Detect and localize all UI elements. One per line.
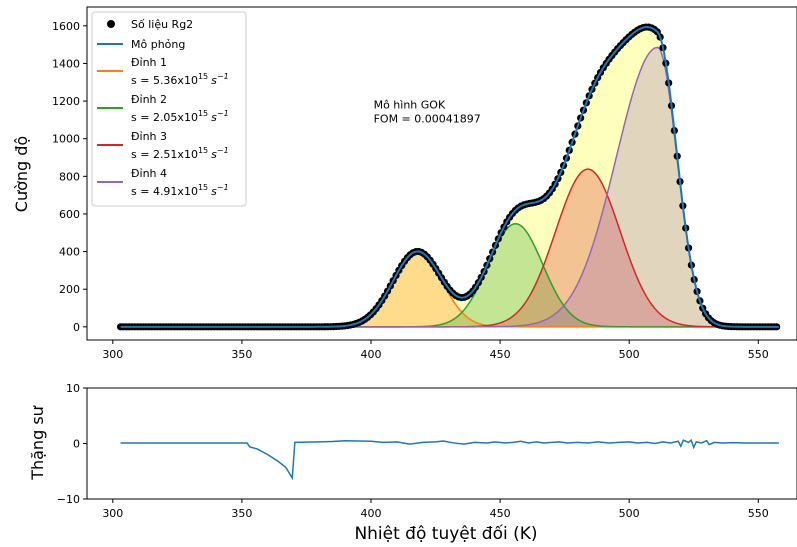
legend-marker-data [107,20,115,28]
legend-label-simulation: Mô phỏng [131,38,185,51]
peak-1-fill [120,251,779,327]
main-x-tick-label: 350 [231,348,252,361]
main-y-tick-label: 1200 [52,95,80,108]
legend-s-peak4: s = 4.91x1015 s−1 [131,183,229,198]
model-annotation: Mô hình GOK [374,99,446,112]
legend: Số liệu Rg2 Mô phỏng Đỉnh 1 s = 5.36x101… [91,11,247,207]
main-x-tick-label: 450 [490,348,511,361]
legend-s-peak3: s = 2.51x1015 s−1 [131,146,229,161]
legend-label-data: Số liệu Rg2 [131,18,193,31]
peak-fills [120,27,779,327]
fom-annotation: FOM = 0.00041897 [374,113,481,126]
main-x-tick-label: 500 [619,348,640,361]
residual-x-tick-label: 400 [361,507,382,520]
sum-envelope-fill [120,27,779,327]
main-y-tick-label: 600 [59,208,80,221]
main-y-tick-label: 400 [59,246,80,259]
main-y-tick-label: 1600 [52,20,80,33]
residual-x-axis-label: Nhiệt độ tuyệt đối (K) [354,523,537,544]
legend-box [91,11,247,207]
residual-x-tick-label: 350 [231,507,252,520]
main-y-tick-label: 0 [73,321,80,334]
residual-x-tick-label: 550 [748,507,769,520]
legend-label-peak2: Đỉnh 2 [131,93,167,106]
peak-4-fill [120,47,779,327]
main-x-tick-label: 300 [102,348,123,361]
residual-series [120,438,779,481]
residual-y-tick-label: −10 [57,493,80,506]
main-plot: 300 350 400 450 500 550 0 200 400 600 800 1000 1200… [12,6,797,361]
legend-label-peak4: Đỉnh 4 [131,167,167,180]
main-y-tick-label: 800 [59,170,80,183]
legend-label-peak3: Đỉnh 3 [131,130,167,143]
residual-x-tick-label: 500 [619,507,640,520]
residual-y-tick-label: 10 [66,382,80,395]
residual-y-ticks: −10 0 10 [57,382,87,506]
simulation-curve [120,26,779,328]
legend-label-peak1: Đỉnh 1 [131,56,167,69]
main-y-tick-label: 1000 [52,133,80,146]
main-y-ticks: 0 200 400 600 800 1000 1200 1400 1600 [52,20,87,334]
residual-y-tick-label: 0 [73,438,80,451]
residual-plot: 300 350 400 450 500 550 −10 0 10 Thặng sư Nhiệt… [28,382,797,544]
residual-x-tick-label: 300 [102,507,123,520]
main-x-tick-label: 400 [361,348,382,361]
residual-x-tick-label: 450 [490,507,511,520]
residual-x-ticks: 300 350 400 450 500 550 [102,499,769,520]
main-x-tick-label: 550 [748,348,769,361]
main-y-tick-label: 200 [59,283,80,296]
main-plot-frame [86,6,797,341]
main-y-tick-label: 1400 [52,57,80,70]
residual-y-axis-label: Thặng sư [28,405,47,480]
main-y-axis-label: Cường độ [12,136,31,212]
peak-3-fill [120,169,779,327]
legend-s-peak2: s = 2.05x1015 s−1 [131,109,229,124]
main-x-ticks: 300 350 400 450 500 550 [102,340,769,361]
simulation-curve-group [120,26,779,328]
residual-curve [120,438,779,481]
legend-s-peak1: s = 5.36x1015 s−1 [131,72,229,87]
